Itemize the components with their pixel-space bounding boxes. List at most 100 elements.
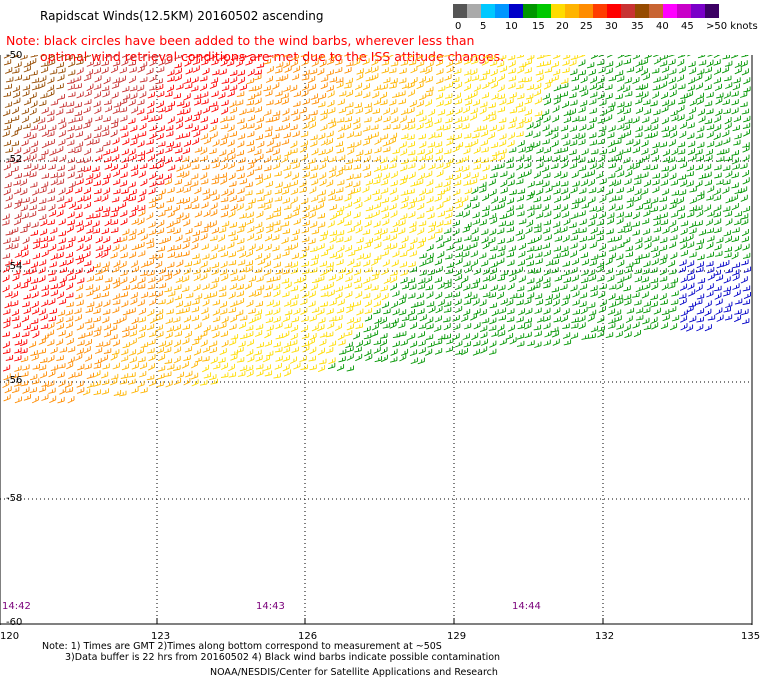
wind-barb	[445, 206, 454, 212]
wind-barb	[236, 245, 245, 252]
wind-barb	[102, 363, 110, 370]
wind-barb	[425, 76, 433, 83]
wind-barb	[704, 204, 712, 212]
wind-barb	[659, 60, 668, 67]
legend-label: 25	[580, 21, 593, 32]
legend-swatch	[453, 4, 467, 18]
wind-barb	[266, 66, 274, 74]
wind-barb	[650, 148, 658, 156]
wind-barb	[283, 300, 292, 307]
wind-barb	[239, 315, 248, 321]
wind-barb	[21, 331, 30, 337]
wind-barb	[598, 55, 604, 58]
wind-barb	[149, 180, 157, 188]
wind-barb	[308, 300, 316, 308]
wind-barb	[599, 99, 607, 107]
wind-barb	[110, 353, 118, 361]
wind-barb	[58, 298, 67, 305]
wind-barb	[615, 165, 623, 173]
wind-barb	[354, 131, 362, 137]
wind-barb	[716, 261, 724, 269]
wind-barb	[245, 181, 253, 188]
wind-barb	[326, 85, 334, 92]
wind-barb	[482, 164, 490, 172]
time-label-1442: 14:42	[2, 601, 31, 612]
wind-barb	[382, 259, 390, 267]
wind-barb	[390, 78, 398, 84]
wind-barb	[139, 189, 147, 197]
wind-barb	[21, 115, 29, 124]
wind-barb	[572, 299, 580, 306]
wind-barb	[607, 132, 615, 139]
wind-barb	[641, 140, 649, 148]
wind-barb	[167, 101, 175, 108]
wind-barb	[283, 60, 291, 69]
wind-barb	[84, 339, 92, 347]
wind-barb	[182, 337, 190, 345]
wind-barb	[235, 309, 244, 317]
wind-barb	[21, 315, 29, 323]
wind-barb	[86, 381, 95, 389]
wind-barb	[363, 276, 371, 284]
wind-barb	[578, 69, 586, 76]
wind-barb	[481, 146, 489, 153]
wind-barb	[13, 380, 22, 387]
wind-barb	[255, 221, 263, 229]
wind-barb	[697, 254, 705, 261]
wind-barb	[686, 324, 694, 332]
wind-barb	[353, 211, 361, 219]
wind-barb	[103, 187, 111, 195]
wind-barb	[13, 322, 21, 329]
wind-barb	[346, 346, 354, 353]
wind-barb	[308, 121, 316, 130]
wind-barb	[128, 195, 136, 202]
wind-barb	[497, 124, 505, 132]
wind-barb	[453, 323, 461, 331]
wind-barb	[731, 235, 739, 243]
wind-barb	[103, 348, 112, 354]
wind-barb	[300, 197, 309, 205]
wind-barb	[389, 356, 398, 363]
wind-barb	[11, 236, 20, 243]
wind-barb	[742, 154, 750, 162]
wind-barb	[212, 194, 220, 202]
wind-barb	[94, 325, 102, 332]
wind-barb	[146, 242, 155, 249]
wind-barb	[437, 109, 446, 116]
wind-barb	[355, 107, 363, 114]
wind-barb	[392, 308, 400, 316]
wind-barb	[562, 332, 571, 339]
wind-barb	[714, 292, 722, 300]
wind-barb	[542, 109, 550, 117]
wind-barb	[617, 123, 625, 130]
wind-barb	[534, 227, 542, 233]
wind-barb	[716, 314, 724, 322]
wind-barb	[721, 66, 730, 74]
wind-barb	[74, 147, 82, 154]
wind-barb	[302, 122, 310, 130]
wind-barb	[40, 181, 49, 189]
wind-barb	[327, 289, 335, 297]
wind-barb	[464, 222, 472, 229]
wind-barb	[633, 179, 642, 185]
wind-barb	[48, 204, 56, 212]
wind-barb	[13, 157, 21, 164]
wind-barb	[679, 298, 687, 306]
wind-barb	[390, 283, 397, 291]
wind-barb	[256, 177, 264, 186]
wind-barb	[517, 210, 525, 217]
wind-barb	[164, 173, 172, 180]
wind-barb	[715, 274, 724, 282]
wind-barb	[37, 154, 46, 161]
wind-barb	[491, 164, 499, 171]
wind-barb	[282, 55, 291, 57]
wind-barb	[507, 55, 516, 61]
wind-barb	[137, 150, 146, 157]
wind-barb	[83, 122, 91, 129]
wind-barb	[389, 242, 398, 250]
wind-barb	[101, 178, 109, 186]
wind-barb	[599, 283, 607, 290]
wind-barb	[642, 228, 651, 236]
wind-barb	[239, 365, 248, 372]
wind-barb	[617, 227, 626, 234]
